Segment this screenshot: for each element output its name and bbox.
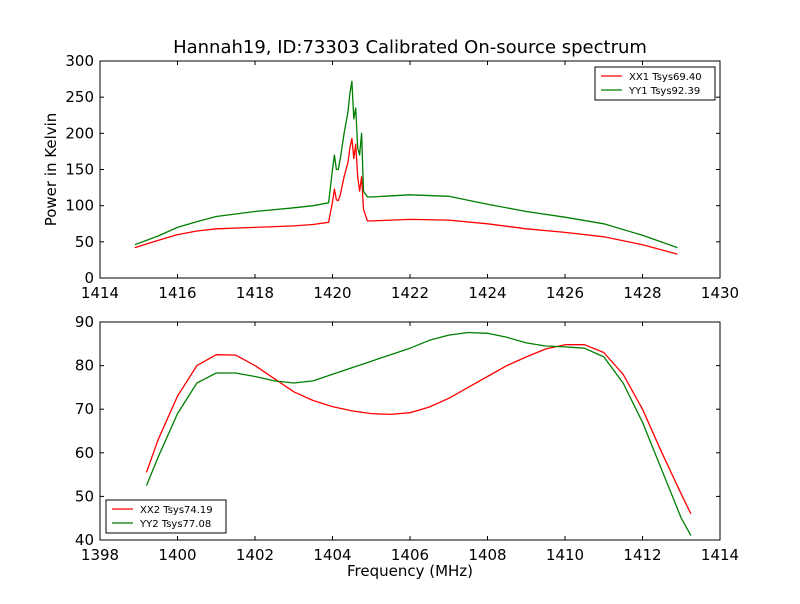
bottom-plot-x-tick-label: 1414 <box>701 546 739 564</box>
bottom-plot-y-tick-label: 70 <box>75 400 94 418</box>
bottom-spectrum-plot: 1398 1400 1402 1404 1406 1408 1410 1412 1414 40 50… <box>75 313 739 580</box>
top-spectrum-plot: 1414 1416 1418 1420 1422 1424 1426 1428 1430 0 50 1… <box>42 52 739 302</box>
top-plot-series-yy1-line <box>134 80 678 249</box>
top-plot-y-tick-label: 0 <box>84 269 94 287</box>
bottom-plot-x-tick-label: 1406 <box>391 546 429 564</box>
bottom-plot-x-tick-label: 1400 <box>158 546 196 564</box>
bottom-plot-y-tick-label: 40 <box>75 531 94 549</box>
bottom-plot-x-tick-label: 1402 <box>236 546 274 564</box>
bottom-plot-legend-label: XX2 Tsys74.19 <box>140 505 213 516</box>
bottom-plot-y-tick-label: 50 <box>75 487 94 505</box>
top-plot-series-xx1-line <box>134 137 678 255</box>
top-plot-y-axis-label: Power in Kelvin <box>42 113 60 227</box>
top-plot-y-tick-label: 300 <box>65 52 94 70</box>
top-plot-legend-box <box>594 66 716 101</box>
top-plot-legend-label: XX1 Tsys69.40 <box>629 72 702 83</box>
top-plot-x-tick-label: 1424 <box>468 284 506 302</box>
top-plot-x-tick-label: 1414 <box>81 284 119 302</box>
bottom-plot-x-axis-label: Frequency (MHz) <box>347 562 473 580</box>
top-plot-y-tick-label: 250 <box>65 88 94 106</box>
bottom-plot-y-tick-label: 90 <box>75 313 94 331</box>
top-plot-y-tick-label: 200 <box>65 124 94 142</box>
top-plot-x-tick-label: 1416 <box>158 284 196 302</box>
bottom-plot-series-yy2-line <box>145 331 692 536</box>
bottom-plot-y-tick-label: 80 <box>75 357 94 375</box>
bottom-plot-x-tick-label: 1398 <box>81 546 119 564</box>
bottom-plot-x-tick-label: 1410 <box>546 546 584 564</box>
top-plot-x-tick-label: 1430 <box>701 284 739 302</box>
top-plot-y-tick-label: 100 <box>65 197 94 215</box>
figure-title: Hannah19, ID:73303 Calibrated On-source … <box>173 37 647 58</box>
top-plot-legend-label: YY1 Tsys92.39 <box>628 86 700 97</box>
bottom-plot-x-tick-label: 1412 <box>623 546 661 564</box>
top-plot-x-tick-label: 1418 <box>236 284 274 302</box>
bottom-plot-legend-label: YY2 Tsys77.08 <box>139 519 211 530</box>
top-plot-y-tick-label: 150 <box>65 161 94 179</box>
bottom-plot-legend-box <box>105 499 227 534</box>
bottom-plot-x-tick-label: 1408 <box>468 546 506 564</box>
top-plot-y-tick-label: 50 <box>75 233 94 251</box>
bottom-plot-x-tick-label: 1404 <box>313 546 351 564</box>
top-plot-x-tick-label: 1428 <box>623 284 661 302</box>
top-plot-x-tick-label: 1422 <box>391 284 429 302</box>
bottom-plot-series-xx2-line <box>145 344 692 515</box>
top-plot-x-tick-label: 1420 <box>313 284 351 302</box>
bottom-plot-y-tick-label: 60 <box>75 444 94 462</box>
top-plot-x-tick-label: 1426 <box>546 284 584 302</box>
